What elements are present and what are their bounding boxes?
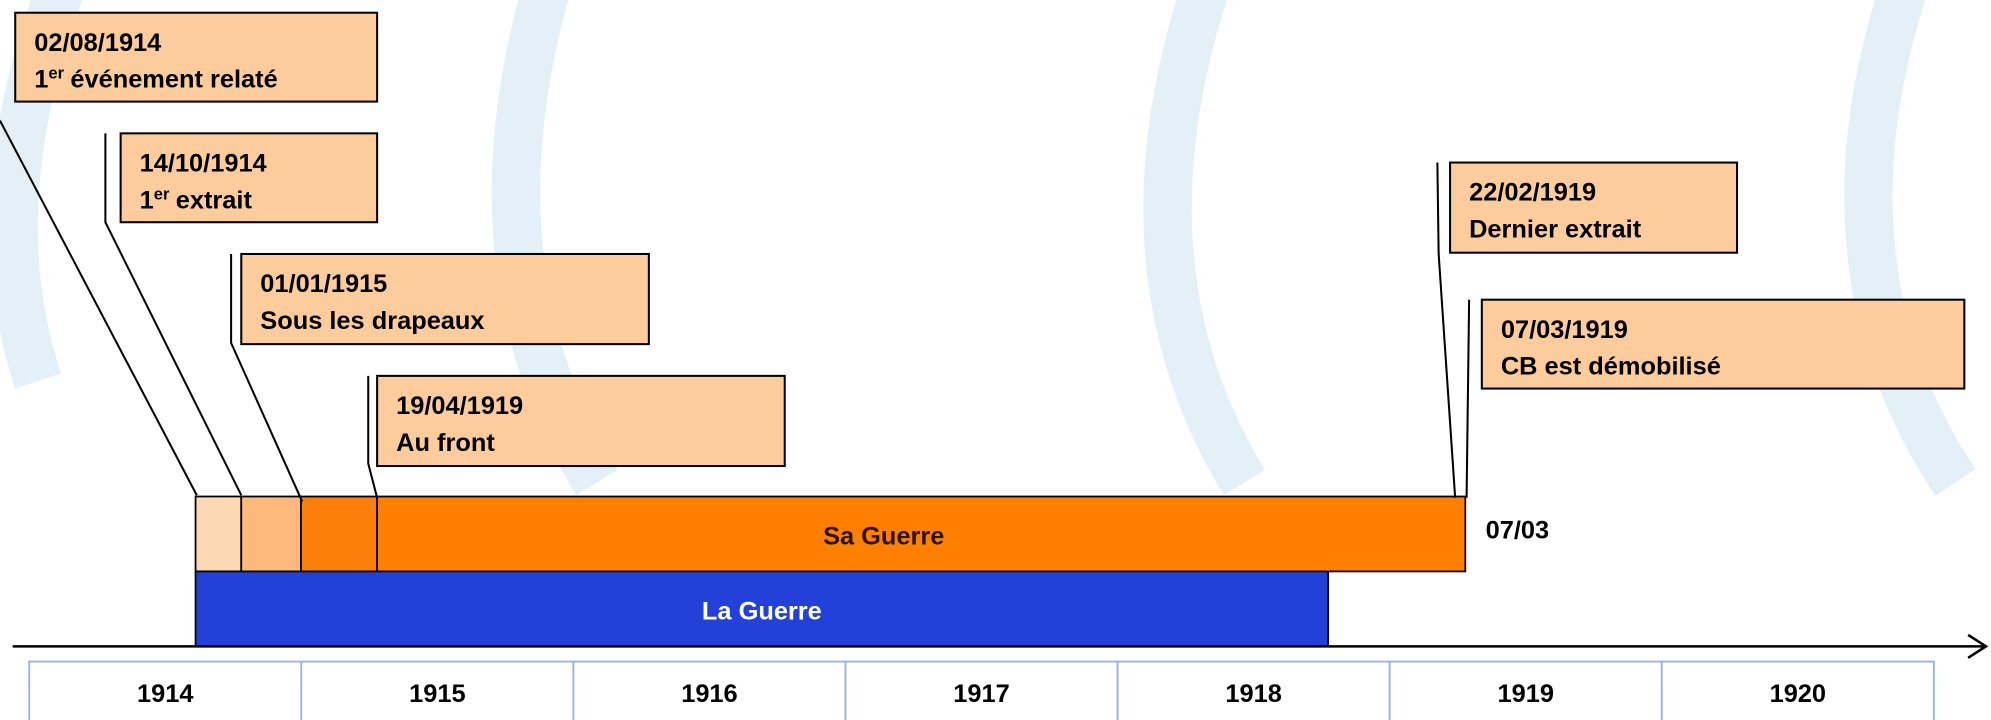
event-ordinal: 1	[34, 66, 48, 94]
event-ordinal-suffix: er	[48, 65, 64, 83]
year-label: 1919	[1497, 680, 1553, 708]
war-segment	[376, 495, 1467, 573]
event-ordinal: 1	[140, 186, 154, 214]
leader-lines	[0, 120, 1471, 502]
event-label-text: CB est démobilisé	[1501, 353, 1721, 381]
axis-arrow	[1967, 633, 1989, 659]
event-box: 22/02/1919 Dernier extrait	[1449, 161, 1739, 254]
event-label: CB est démobilisé	[1501, 353, 1721, 381]
event-label: Sous les drapeaux	[260, 307, 484, 335]
year-label: 1917	[953, 680, 1009, 708]
event-date: 14/10/1914	[140, 149, 267, 177]
sa-guerre-label: Sa Guerre	[823, 523, 944, 551]
event-label-text: Sous les drapeaux	[260, 307, 484, 335]
event-box-bg	[1449, 161, 1739, 254]
event-box-bg	[119, 132, 379, 224]
event-date: 22/02/1919	[1469, 179, 1596, 207]
event-box-bg	[240, 252, 650, 346]
event-box: 01/01/1915 Sous les drapeaux	[240, 252, 650, 346]
year-cell	[1116, 660, 1391, 720]
event-box: 14/10/1914 1er extrait	[119, 132, 379, 224]
event-ordinal-suffix: er	[154, 185, 170, 203]
war-segment	[194, 495, 243, 573]
war-segment	[300, 495, 379, 573]
year-label: 1918	[1225, 680, 1281, 708]
event-box-bg	[14, 11, 379, 103]
year-label: 1914	[137, 680, 193, 708]
event-box: 02/08/1914 1er événement relaté	[14, 11, 379, 103]
event-date: 02/08/1914	[34, 29, 161, 57]
year-label: 1920	[1770, 680, 1826, 708]
event-date: 07/03/1919	[1501, 316, 1628, 344]
year-cell	[1660, 660, 1935, 720]
end-date-label: 07/03	[1486, 516, 1550, 544]
la-guerre-label: La Guerre	[702, 598, 822, 626]
event-box: 19/04/1919 Au front	[376, 374, 786, 468]
event-label: Au front	[396, 429, 495, 457]
event-label-text: Au front	[396, 429, 495, 457]
event-label-text: événement relaté	[70, 66, 277, 94]
event-date: 19/04/1919	[396, 392, 523, 420]
event-label-text: extrait	[176, 186, 253, 214]
event-label: 1er événement relaté	[34, 65, 277, 94]
event-label: Dernier extrait	[1469, 215, 1642, 243]
event-box-bg	[376, 374, 786, 468]
year-cell	[300, 660, 575, 720]
year-label: 1915	[409, 680, 465, 708]
year-cell	[1388, 660, 1663, 720]
event-label: 1er extrait	[140, 185, 253, 214]
war-segment	[240, 495, 302, 573]
event-label-text: Dernier extrait	[1469, 215, 1642, 243]
event-date: 01/01/1915	[260, 270, 387, 298]
event-box: 07/03/1919 CB est démobilisé	[1480, 298, 1966, 390]
year-label: 1916	[681, 680, 737, 708]
event-box-bg	[1480, 298, 1966, 390]
